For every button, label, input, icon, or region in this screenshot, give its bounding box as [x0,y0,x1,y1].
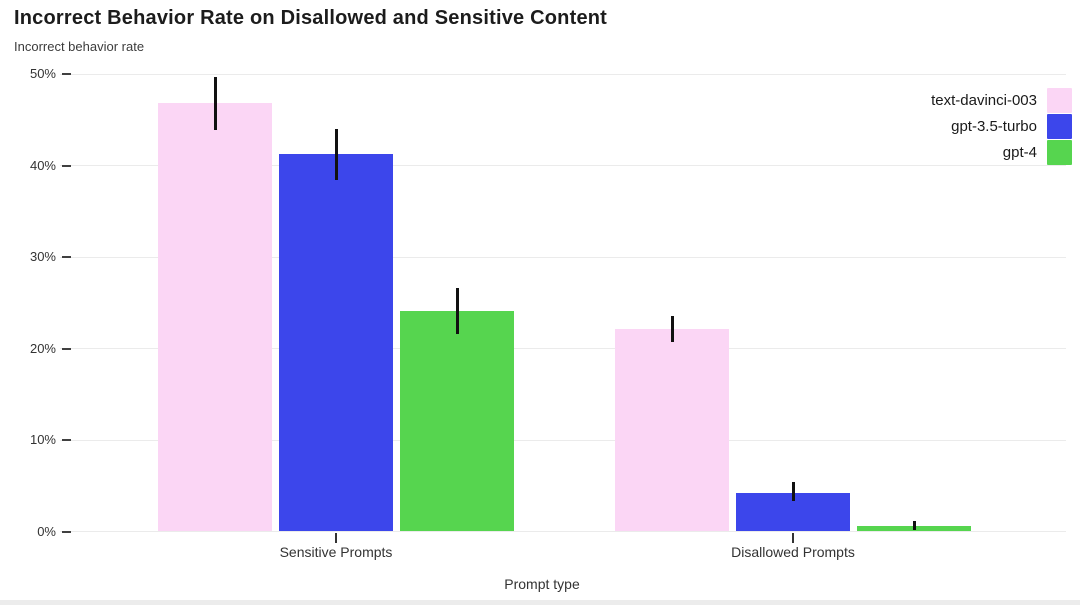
gridline [60,256,1066,258]
y-tick-label: 10% [29,432,56,447]
bar-text-davinci-003 [158,103,272,532]
legend-item-gpt-4: gpt-4 [931,139,1072,165]
legend-label: text-davinci-003 [931,91,1037,109]
legend-label: gpt-4 [1002,143,1037,161]
y-tick-label: 40% [29,157,56,173]
error-bar [455,288,459,334]
y-tick-label: 50% [29,66,56,81]
legend-swatch [1047,87,1072,113]
y-tick-mark [62,256,71,258]
y-tick-mark [62,439,71,441]
legend: text-davinci-003 gpt-3.5-turbo gpt-4 [931,87,1072,165]
legend-swatch [1047,139,1072,165]
legend-label: gpt-3.5-turbo [951,117,1037,135]
error-bar [213,76,217,130]
x-tick-mark [335,532,337,543]
x-tick-mark [792,532,794,543]
error-bar [670,315,674,343]
legend-item-gpt-3.5-turbo: gpt-3.5-turbo [931,113,1072,139]
x-category-label: Disallowed Prompts [731,544,855,560]
chart-title: Incorrect Behavior Rate on Disallowed an… [14,7,608,29]
bar-gpt-3.5-turbo [279,153,393,532]
gridline [60,439,1066,441]
gridline [60,348,1066,349]
y-tick-label: 30% [29,249,56,264]
y-tick-mark [62,347,71,350]
legend-item-text-davinci-003: text-davinci-003 [931,87,1072,113]
gridline [60,73,1066,75]
bar-text-davinci-003 [615,329,729,532]
y-tick-label: 0% [37,523,56,539]
error-bar [912,521,916,530]
gridline [60,531,1066,532]
y-tick-mark [62,530,71,533]
y-tick-mark [62,73,71,75]
x-axis-title: Prompt type [504,576,580,592]
x-category-label: Sensitive Prompts [279,544,393,560]
gridline [60,165,1066,166]
legend-swatch [1047,113,1072,139]
y-tick-label: 20% [29,340,56,356]
error-bar [791,482,795,502]
y-tick-mark [62,164,71,167]
error-bar [334,128,338,181]
chart-subtitle: Incorrect behavior rate [14,39,145,54]
bottom-edge-strip [0,600,1080,605]
bar-gpt-4 [400,310,514,532]
